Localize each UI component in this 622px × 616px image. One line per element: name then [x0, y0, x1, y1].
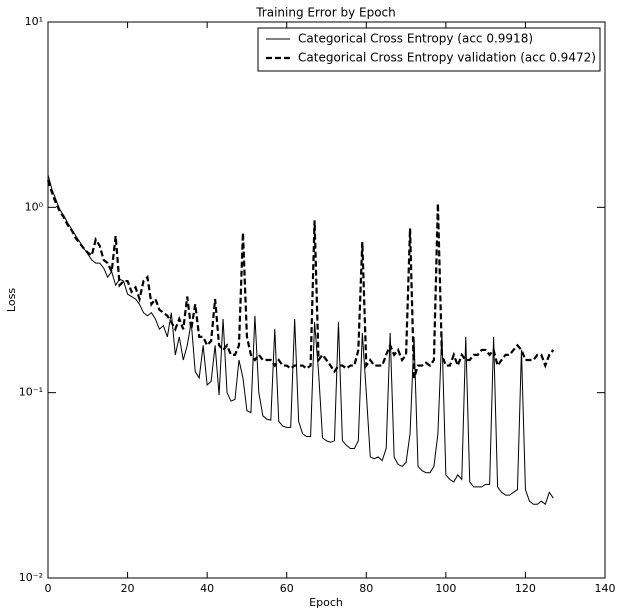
- legend-label: Categorical Cross Entropy (acc 0.9918): [298, 32, 533, 46]
- y-tick-label: 10¹: [25, 15, 43, 28]
- x-tick-label: 20: [121, 582, 135, 595]
- plot-frame: [47, 21, 606, 579]
- x-tick-label: 100: [435, 582, 456, 595]
- y-tick-label: 10⁻²: [19, 571, 43, 584]
- chart-title: Training Error by Epoch: [255, 6, 396, 20]
- y-tick-label: 10⁰: [25, 200, 44, 213]
- x-tick-label: 0: [45, 582, 52, 595]
- series-line: [47, 174, 554, 506]
- x-tick-label: 60: [280, 582, 294, 595]
- y-tick-label: 10⁻¹: [19, 386, 43, 399]
- x-axis-label: Epoch: [309, 596, 343, 609]
- y-axis-label: Loss: [5, 288, 18, 312]
- series-line: [46, 179, 555, 379]
- legend-box: [257, 27, 601, 72]
- x-tick-label: 120: [515, 582, 536, 595]
- legend-label: Categorical Cross Entropy validation (ac…: [298, 51, 596, 65]
- x-tick-label: 140: [595, 582, 616, 595]
- x-tick-label: 40: [200, 582, 214, 595]
- x-tick-label: 80: [359, 582, 373, 595]
